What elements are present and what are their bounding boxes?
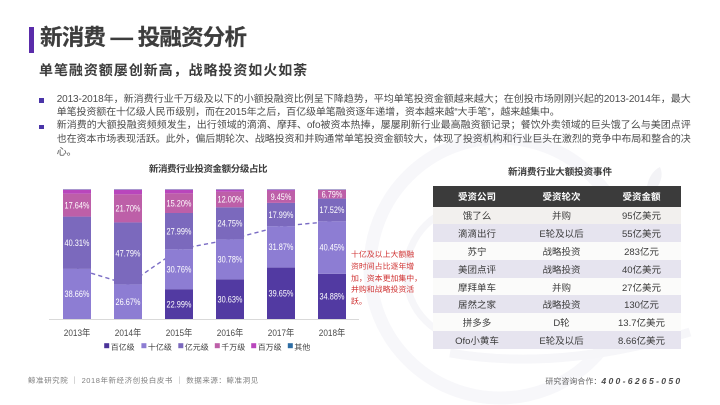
svg-text:2016年: 2016年 [217,327,244,339]
svg-text:40.31%: 40.31% [65,238,90,248]
svg-text:21.70%: 21.70% [116,204,141,214]
svg-text:17.52%: 17.52% [320,205,345,215]
svg-text:千万级: 千万级 [221,343,245,352]
svg-text:39.65%: 39.65% [269,289,294,299]
svg-text:百万级: 百万级 [258,343,282,352]
svg-text:30.63%: 30.63% [218,294,243,304]
svg-text:27.99%: 27.99% [167,226,192,236]
svg-text:亿元级: 亿元级 [185,343,209,352]
svg-text:40.45%: 40.45% [320,243,345,253]
svg-text:2017年: 2017年 [268,327,295,339]
svg-text:十亿级: 十亿级 [148,343,172,352]
svg-text:30.78%: 30.78% [218,255,243,265]
svg-text:2015年: 2015年 [166,327,193,339]
svg-text:其他: 其他 [294,343,310,352]
svg-text:31.87%: 31.87% [269,242,294,252]
svg-text:百亿级: 百亿级 [111,343,135,352]
svg-text:38.66%: 38.66% [65,289,90,299]
svg-text:47.79%: 47.79% [116,249,141,259]
svg-text:24.75%: 24.75% [218,219,243,229]
svg-text:15.20%: 15.20% [167,198,192,208]
svg-text:2018年: 2018年 [319,327,346,339]
svg-text:34.88%: 34.88% [320,292,345,302]
svg-text:17.99%: 17.99% [269,210,294,220]
svg-text:12.00%: 12.00% [218,195,243,205]
svg-text:2013年: 2013年 [64,327,91,339]
svg-text:9.45%: 9.45% [271,192,292,202]
svg-text:17.64%: 17.64% [65,200,90,210]
svg-text:26.67%: 26.67% [116,297,141,307]
svg-text:2014年: 2014年 [115,327,142,339]
svg-text:22.99%: 22.99% [167,299,192,309]
svg-text:30.76%: 30.76% [167,264,192,274]
svg-text:6.79%: 6.79% [322,189,343,199]
